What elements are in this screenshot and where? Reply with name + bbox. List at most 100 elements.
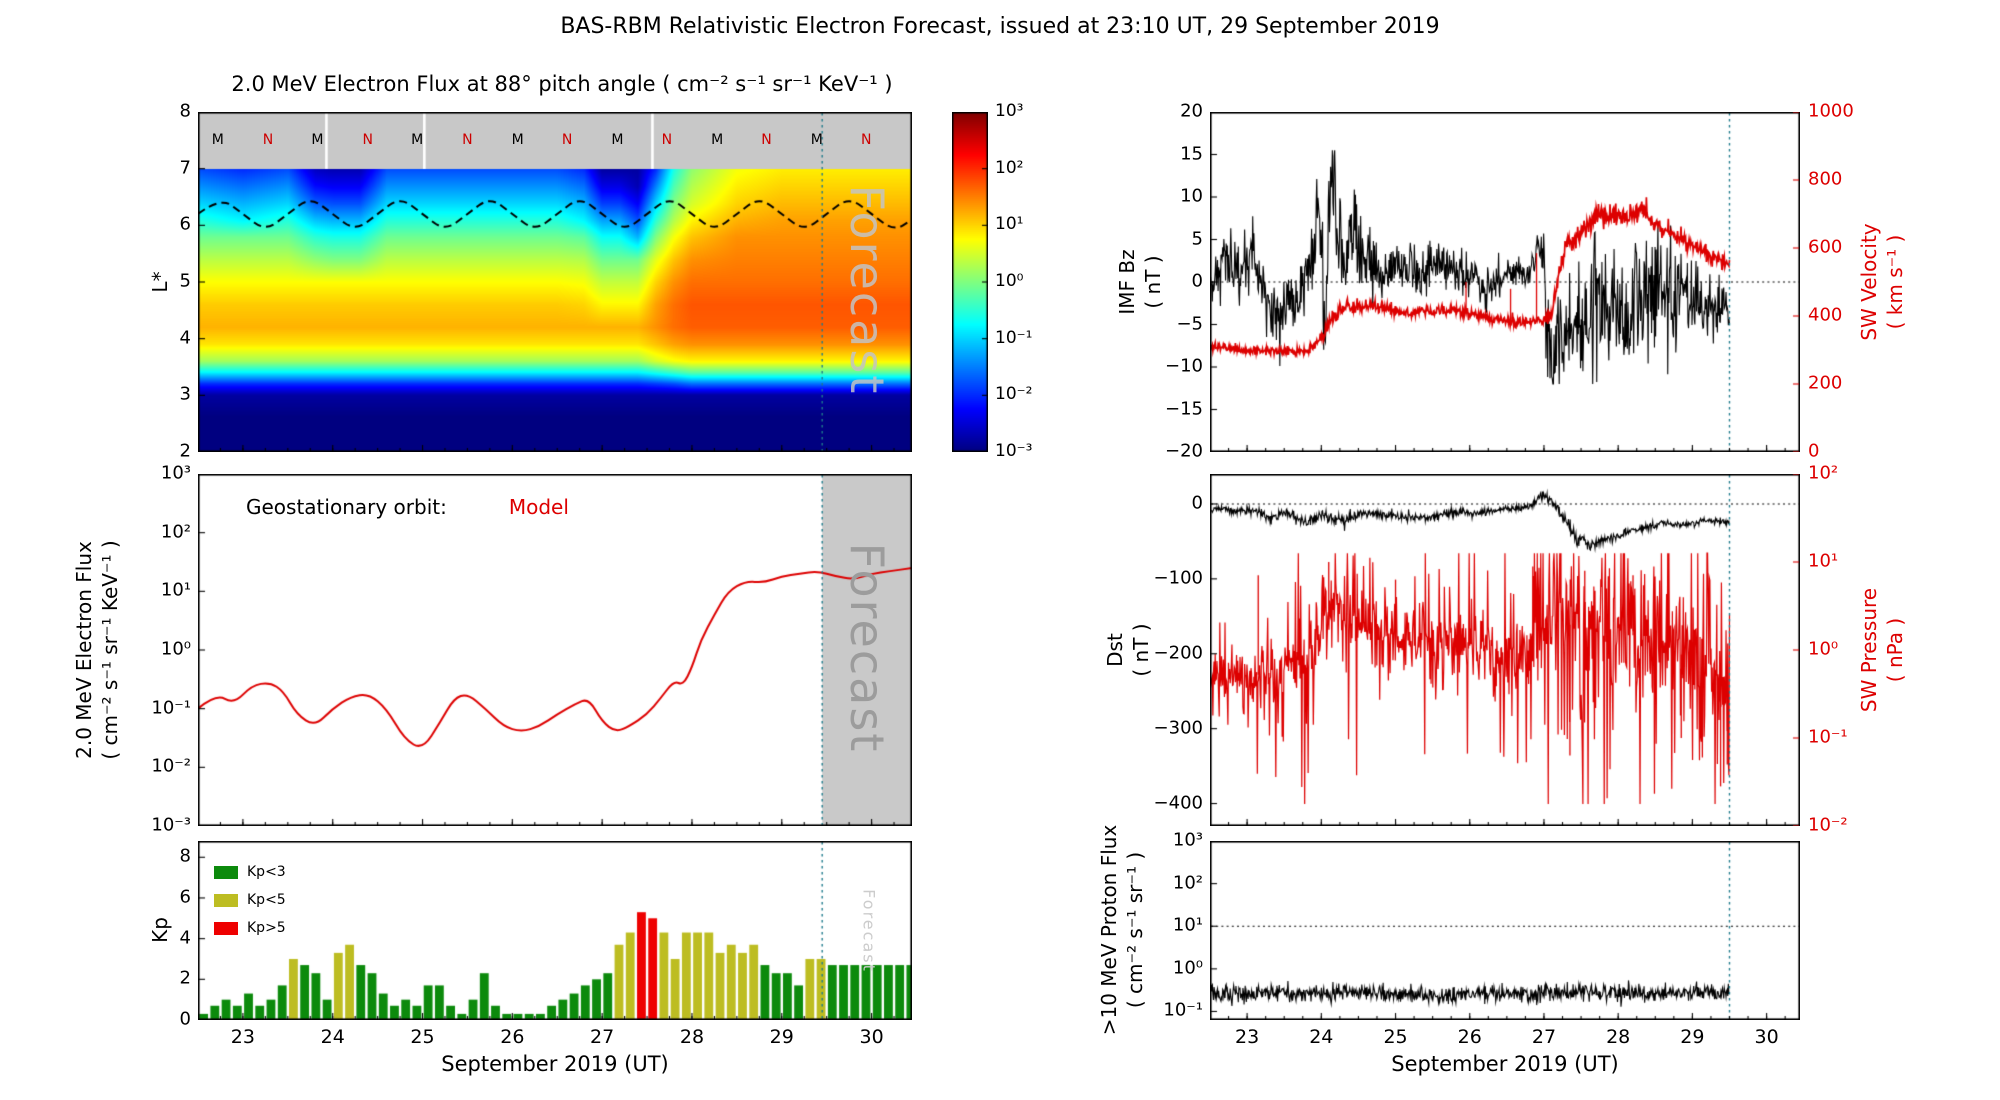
imf-bz-ylabel-line1: IMF Bz (1115, 249, 1139, 315)
proton-flux-ylabel-line2: ( cm⁻² s⁻¹ sr⁻¹ ) (1123, 851, 1147, 1009)
satellite-label-n: N (262, 132, 274, 149)
tick-label: 10³ (1172, 829, 1203, 851)
proton-flux-canvas (1210, 841, 1800, 1020)
tick-label: 10⁰ (1808, 638, 1839, 660)
satellite-label-m: M (511, 132, 524, 149)
tick-label: 8 (179, 845, 191, 867)
satellite-label-n: N (860, 132, 872, 149)
satellite-label-n: N (561, 132, 573, 149)
tick-label: 10⁻³ (151, 814, 191, 836)
proton-flux-ylabel: >10 MeV Proton Flux ( cm⁻² s⁻¹ sr⁻¹ ) (1096, 825, 1148, 1036)
tick-label: 10⁻² (1808, 814, 1848, 836)
sw-velocity-ylabel-line1: SW Velocity (1857, 223, 1881, 341)
colorbar-tick-label: 10⁻¹ (995, 327, 1033, 348)
tick-label: 7 (179, 157, 191, 179)
x-tick-label: 27 (590, 1026, 615, 1048)
satellite-label-m: M (611, 132, 624, 149)
tick-label: 0 (179, 1008, 191, 1030)
tick-label: 10 (1180, 185, 1203, 207)
tick-label: −100 (1153, 567, 1203, 589)
tick-label: 3 (179, 383, 191, 405)
geo-legend-label: Geostationary orbit: (246, 495, 447, 519)
dst-ylabel-line2: ( nT ) (1129, 623, 1153, 677)
satellite-label-m: M (311, 132, 324, 149)
geo-flux-canvas (198, 474, 912, 826)
forecast-watermark-geo: Forecast (840, 542, 894, 754)
spectrogram-ylabel: L* (148, 271, 172, 293)
kp-ylabel: Kp (148, 917, 172, 943)
tick-label: −15 (1165, 398, 1203, 420)
kp-legend-label-low: Kp<3 (247, 864, 286, 880)
kp-legend-swatch-high (214, 921, 238, 935)
tick-label: 0 (1191, 270, 1203, 292)
tick-label: 4 (179, 927, 191, 949)
x-tick-label: 23 (1235, 1026, 1260, 1048)
tick-label: 10² (1808, 462, 1839, 484)
forecast-watermark-spectrogram: Forecast (840, 184, 894, 396)
tick-label: 20 (1180, 100, 1203, 122)
kp-legend: Kp<3 Kp<5 Kp>5 (214, 864, 286, 948)
satellite-label-m: M (211, 132, 224, 149)
x-tick-label: 29 (769, 1026, 794, 1048)
x-tick-label: 24 (1309, 1026, 1334, 1048)
sw-pressure-ylabel-line2: ( nPa ) (1883, 617, 1907, 683)
imf-bz-ylabel: IMF Bz ( nT ) (1114, 249, 1166, 314)
colorbar-tick-label: 10⁻³ (995, 441, 1033, 462)
tick-label: 10⁰ (160, 638, 191, 660)
kp-legend-row-low: Kp<3 (214, 864, 286, 880)
tick-label: 10⁰ (1172, 957, 1203, 979)
tick-label: −300 (1153, 717, 1203, 739)
tick-label: 10² (160, 521, 191, 543)
tick-label: −200 (1153, 642, 1203, 664)
tick-label: 10⁻¹ (151, 697, 191, 719)
colorbar-tick-label: 10⁻² (995, 384, 1033, 405)
tick-label: 10⁻¹ (1163, 1000, 1203, 1022)
geo-flux-ylabel-line2: ( cm⁻² s⁻¹ sr⁻¹ KeV⁻¹ ) (98, 540, 122, 760)
x-tick-label: 30 (1754, 1026, 1779, 1048)
tick-label: 400 (1808, 304, 1843, 326)
imf-sw-velocity-canvas (1210, 112, 1800, 452)
tick-label: 0 (1191, 492, 1203, 514)
figure-title: BAS-RBM Relativistic Electron Forecast, … (560, 14, 1440, 39)
x-tick-label: 25 (410, 1026, 435, 1048)
tick-label: 10¹ (1808, 550, 1839, 572)
geo-flux-ylabel: 2.0 MeV Electron Flux ( cm⁻² s⁻¹ sr⁻¹ Ke… (71, 540, 123, 759)
sw-velocity-ylabel: SW Velocity ( km s⁻¹ ) (1856, 223, 1908, 340)
x-tick-label: 25 (1383, 1026, 1408, 1048)
satellite-label-n: N (761, 132, 772, 149)
x-tick-label: 28 (679, 1026, 705, 1048)
tick-label: 10³ (160, 462, 191, 484)
colorbar-tick-label: 10⁰ (995, 271, 1024, 292)
satellite-label-n: N (661, 132, 673, 149)
kp-legend-row-mid: Kp<5 (214, 892, 286, 908)
tick-label: 800 (1808, 168, 1843, 190)
satellite-label-n: N (462, 132, 473, 149)
tick-label: 10⁻¹ (1808, 726, 1848, 748)
kp-legend-label-mid: Kp<5 (247, 892, 286, 908)
satellite-label-n: N (362, 132, 373, 149)
x-tick-label: 27 (1531, 1026, 1557, 1048)
tick-label: 10¹ (1172, 914, 1203, 936)
tick-label: 2 (179, 440, 191, 462)
tick-label: 6 (179, 213, 191, 235)
tick-label: 200 (1808, 372, 1843, 394)
sw-velocity-ylabel-line2: ( km s⁻¹ ) (1883, 234, 1907, 330)
kp-legend-swatch-mid (214, 893, 238, 907)
tick-label: 8 (179, 100, 191, 122)
tick-label: 5 (1191, 228, 1203, 250)
dst-sw-pressure-canvas (1210, 474, 1800, 826)
satellite-label-m: M (711, 132, 724, 149)
tick-label: 0 (1808, 440, 1820, 462)
satellite-label-m: M (411, 132, 424, 149)
satellite-label-m: M (810, 132, 823, 149)
x-tick-label: 23 (230, 1026, 255, 1048)
tick-label: 10¹ (160, 579, 191, 601)
tick-label: −20 (1165, 440, 1203, 462)
colorbar-tick-label: 10¹ (995, 214, 1024, 235)
kp-legend-row-high: Kp>5 (214, 920, 286, 936)
proton-flux-ylabel-line1: >10 MeV Proton Flux (1097, 824, 1121, 1036)
dst-ylabel-line1: Dst (1103, 633, 1127, 667)
tick-label: 10² (1172, 872, 1203, 894)
x-tick-label: 30 (859, 1026, 884, 1048)
